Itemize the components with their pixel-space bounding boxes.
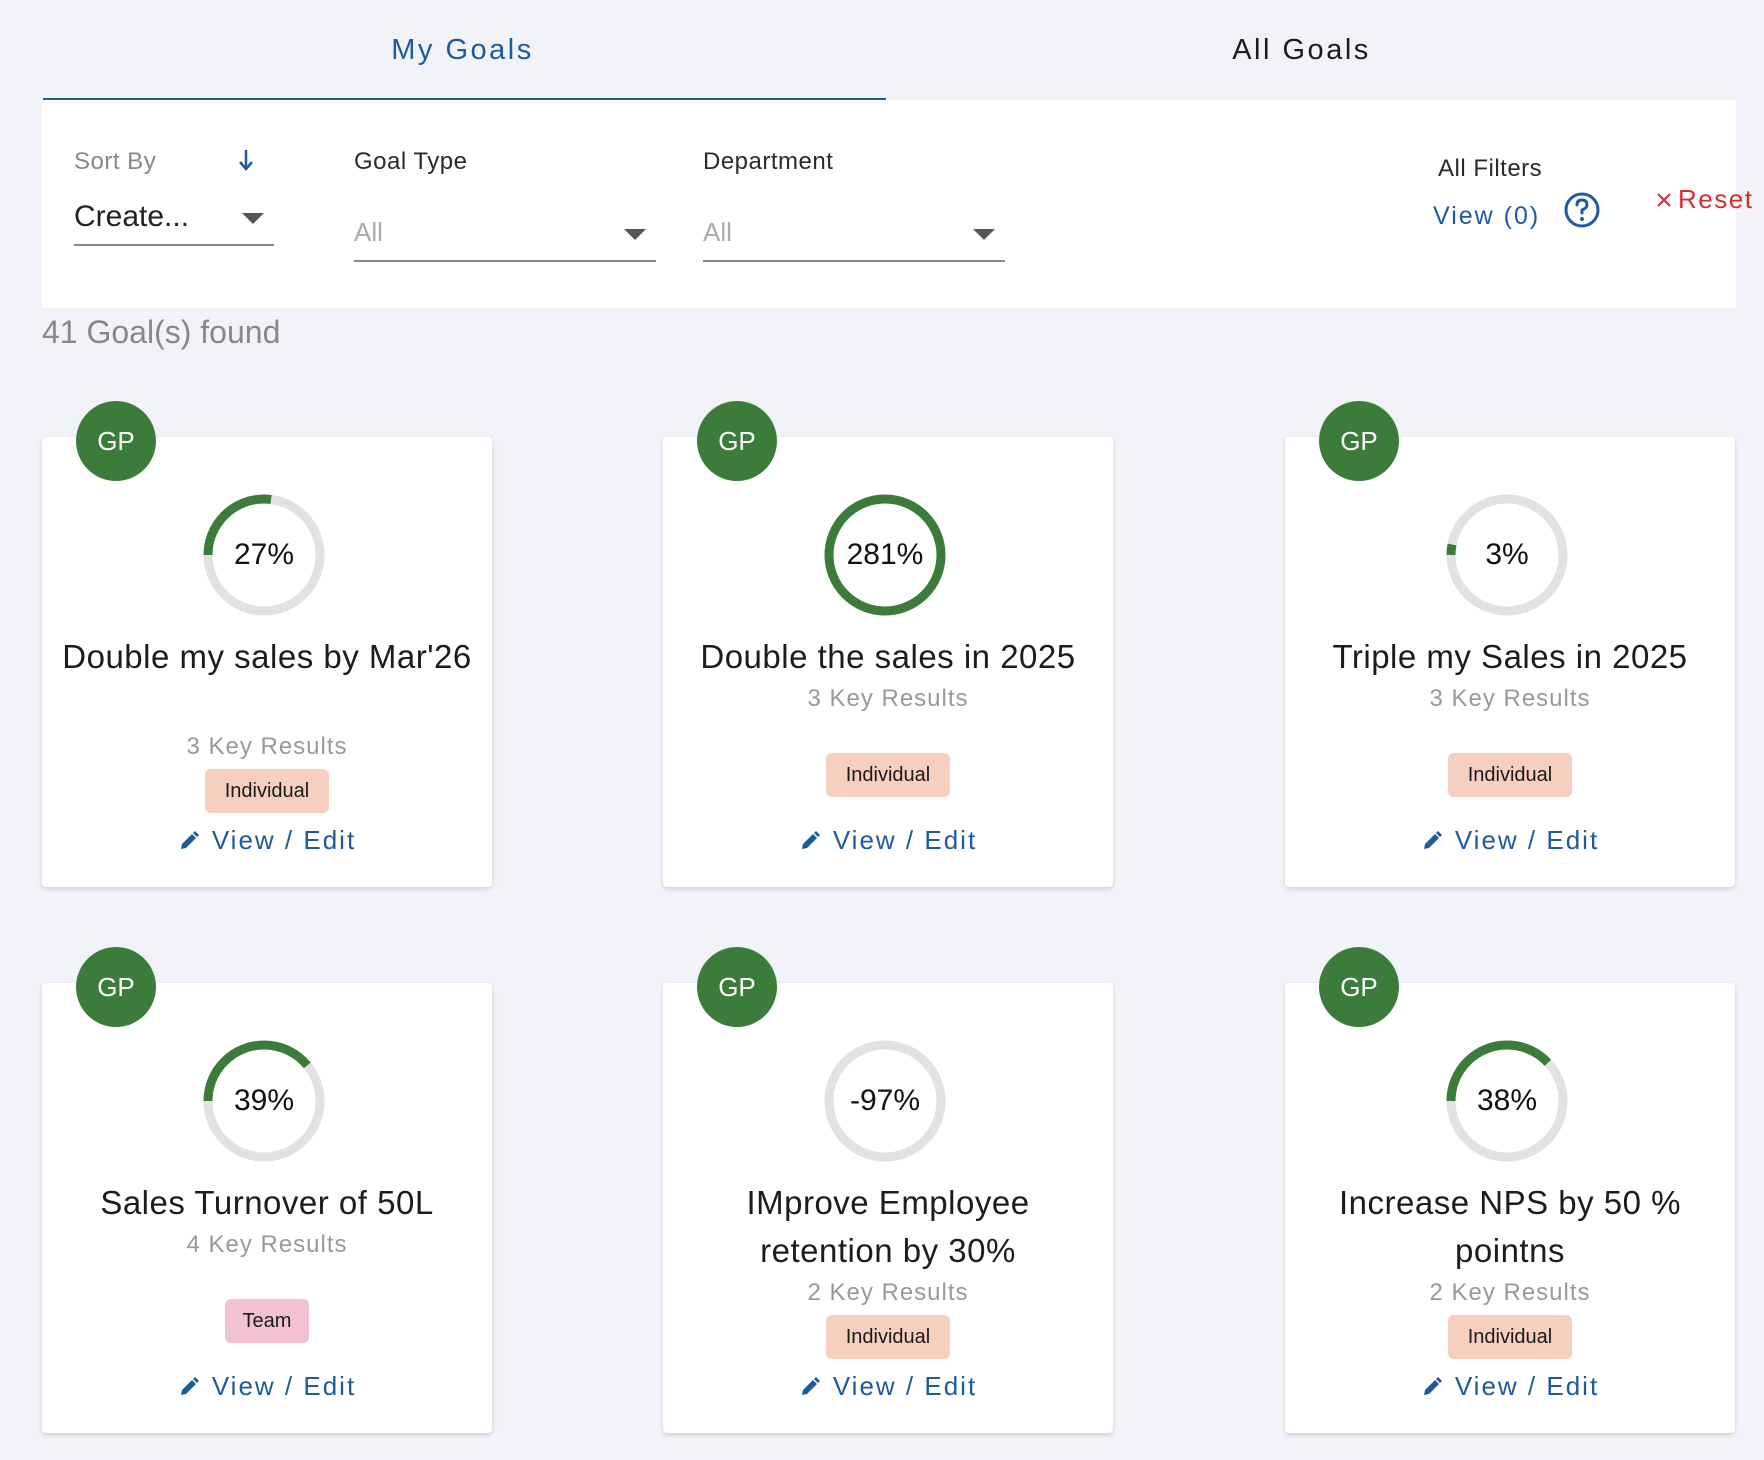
goal-title: Increase NPS by 50 % pointns [1339, 1184, 1681, 1269]
close-icon [1657, 192, 1671, 207]
view-edit-label: View / Edit [211, 825, 357, 855]
goal-card[interactable]: GP -97% IMprove Employee retention by 30… [663, 947, 1113, 1433]
tab-all-goals[interactable]: All Goals [1232, 33, 1371, 66]
help-circle-icon[interactable] [1562, 190, 1602, 230]
progress-arc [203, 494, 325, 616]
goal-title: Triple my Sales in 2025 [1332, 638, 1688, 675]
key-results-count: 2 Key Results [1429, 1279, 1591, 1306]
progress-ring: 3% [1445, 493, 1569, 617]
view-edit-link[interactable]: View / Edit [42, 1371, 492, 1402]
view-edit-label: View / Edit [1454, 1371, 1600, 1401]
progress-arc [1446, 494, 1568, 616]
view-filters-link[interactable]: View (0) [1433, 202, 1541, 230]
department-select[interactable]: All [703, 210, 1005, 262]
goal-type-badge: Team [225, 1299, 309, 1343]
key-results-count: 3 Key Results [186, 733, 348, 760]
avatar: GP [76, 947, 156, 1027]
goal-type-label: Goal Type [354, 148, 468, 175]
tab-my-goals[interactable]: My Goals [391, 33, 534, 66]
progress-track [824, 1040, 946, 1162]
view-edit-label: View / Edit [832, 1371, 978, 1401]
department-value: All [703, 217, 732, 247]
avatar: GP [1319, 401, 1399, 481]
chevron-down-icon [973, 229, 995, 240]
progress-ring: 281% [823, 493, 947, 617]
view-edit-label: View / Edit [211, 1371, 357, 1401]
goal-type-badge: Individual [1448, 1315, 1572, 1359]
goal-title: Double the sales in 2025 [700, 638, 1076, 675]
progress-ring: 39% [202, 1039, 326, 1163]
progress-value: 3% [1485, 538, 1529, 571]
view-edit-link[interactable]: View / Edit [42, 825, 492, 856]
view-edit-link[interactable]: View / Edit [663, 1371, 1113, 1402]
key-results-count: 3 Key Results [1429, 685, 1591, 712]
progress-arc [203, 1040, 325, 1162]
pencil-icon [801, 1376, 820, 1395]
goal-type-select[interactable]: All [354, 210, 656, 262]
goal-type-badge: Individual [205, 769, 329, 813]
sort-by-value: Create... [74, 200, 190, 233]
progress-value: 27% [233, 538, 295, 571]
goals-tabs: My Goals All Goals [43, 0, 1721, 102]
progress-value: 39% [233, 1084, 295, 1117]
goal-card[interactable]: GP 27% Double my sales by Mar'26 3 Key R… [42, 401, 492, 887]
filter-panel: Sort By Create... Goal Type All Departme… [42, 100, 1752, 308]
arrow-down-icon[interactable] [236, 146, 256, 174]
progress-value: -97% [849, 1084, 921, 1117]
goal-card[interactable]: GP 281% Double the sales in 2025 3 Key R… [663, 401, 1113, 887]
chevron-down-icon [242, 213, 264, 224]
pencil-icon [801, 830, 820, 849]
key-results-count: 2 Key Results [807, 1279, 969, 1306]
avatar: GP [697, 401, 777, 481]
goal-title: Sales Turnover of 50L [100, 1184, 434, 1221]
reset-label: Reset [1678, 184, 1754, 214]
progress-ring: -97% [823, 1039, 947, 1163]
goals-count: 41 Goal(s) found [42, 314, 281, 350]
progress-ring: 27% [202, 493, 326, 617]
pencil-icon [1423, 1376, 1442, 1395]
chevron-down-icon [624, 229, 646, 240]
goal-title: Double my sales by Mar'26 [62, 638, 472, 675]
avatar: GP [697, 947, 777, 1027]
goal-type-badge: Individual [826, 753, 950, 797]
sort-by-select[interactable]: Create... [74, 194, 274, 246]
progress-value: 281% [846, 538, 924, 571]
goal-card[interactable]: GP 3% Triple my Sales in 2025 3 Key Resu… [1285, 401, 1735, 887]
key-results-count: 4 Key Results [186, 1231, 348, 1258]
avatar: GP [76, 401, 156, 481]
all-filters-label: All Filters [1438, 155, 1543, 182]
pencil-icon [180, 830, 199, 849]
view-edit-link[interactable]: View / Edit [1285, 1371, 1735, 1402]
sort-by-label: Sort By [74, 148, 157, 175]
progress-arc [824, 494, 946, 616]
goal-type-badge: Individual [1448, 753, 1572, 797]
view-edit-label: View / Edit [832, 825, 978, 855]
view-edit-label: View / Edit [1454, 825, 1600, 855]
pencil-icon [1423, 830, 1442, 849]
goal-card[interactable]: GP 39% Sales Turnover of 50L 4 Key Resul… [42, 947, 492, 1433]
progress-value: 38% [1476, 1084, 1538, 1117]
goal-card[interactable]: GP 38% Increase NPS by 50 % pointns 2 Ke… [1285, 947, 1735, 1433]
avatar: GP [1319, 947, 1399, 1027]
goal-type-value: All [354, 217, 383, 247]
view-edit-link[interactable]: View / Edit [663, 825, 1113, 856]
goal-type-badge: Individual [826, 1315, 950, 1359]
goal-title: IMprove Employee retention by 30% [746, 1184, 1030, 1269]
pencil-icon [180, 1376, 199, 1395]
department-label: Department [703, 148, 834, 175]
view-edit-link[interactable]: View / Edit [1285, 825, 1735, 856]
progress-arc [1446, 1040, 1568, 1162]
progress-ring: 38% [1445, 1039, 1569, 1163]
key-results-count: 3 Key Results [807, 685, 969, 712]
reset-button[interactable]: Reset [1656, 184, 1753, 215]
